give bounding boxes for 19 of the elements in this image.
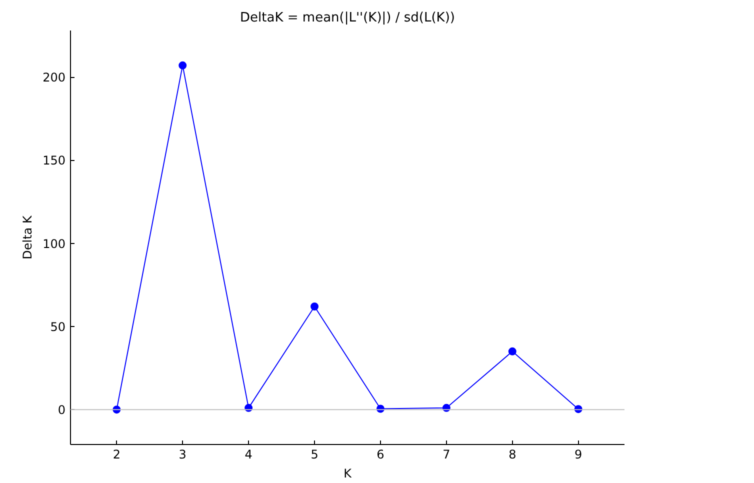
chart-title: DeltaK = mean(|L''(K)|) / sd(L(K)) [240, 10, 455, 26]
point [310, 302, 319, 310]
x-tick-label: 3 [178, 448, 186, 462]
y-tick-label: 50 [50, 320, 66, 334]
y-tick-label: 100 [42, 236, 66, 251]
x-tick-label: 7 [442, 448, 450, 462]
x-axis-title: K [344, 466, 353, 480]
x-tick-label: 4 [244, 448, 252, 462]
x-tick-label: 5 [310, 448, 318, 462]
x-tick-label: 8 [508, 448, 516, 462]
point [178, 61, 187, 70]
point [508, 347, 516, 356]
y-tick-label: 200 [42, 70, 66, 85]
x-tick-label: 6 [376, 448, 384, 462]
x-tick-label: 2 [112, 448, 120, 462]
y-tick-label: 150 [42, 154, 66, 168]
x-tick-label: 9 [574, 448, 582, 462]
y-axis-title: Delta K [20, 214, 35, 260]
y-tick-label: 0 [58, 403, 66, 418]
